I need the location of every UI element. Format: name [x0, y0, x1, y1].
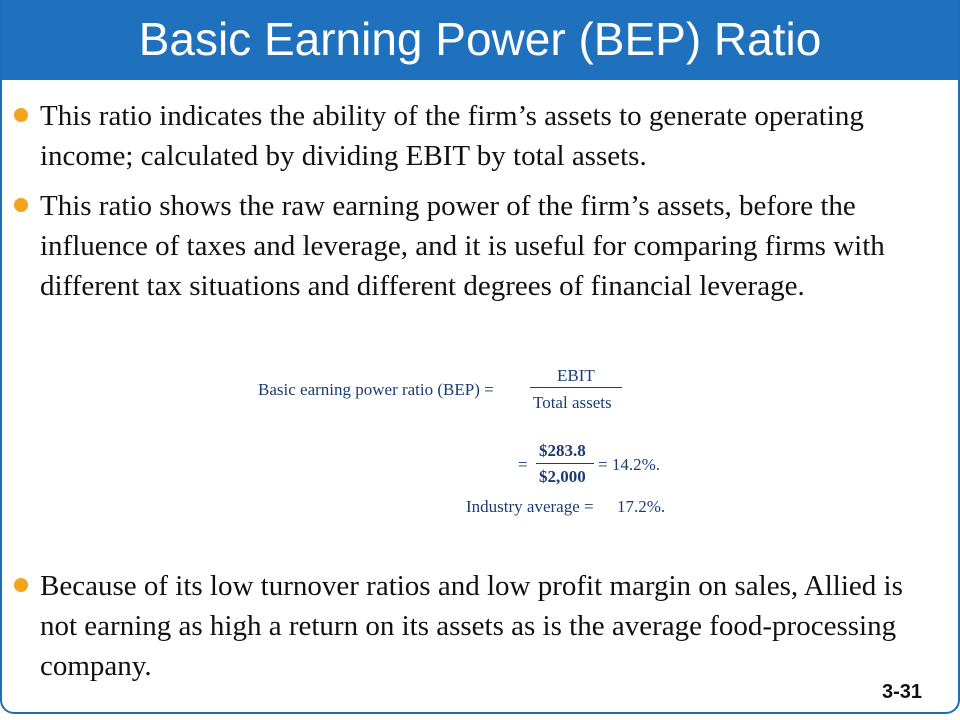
bullet-point-3: Because of its low turnover ratios and l…: [14, 566, 940, 686]
formula-numerator: EBIT: [557, 366, 595, 385]
title-bar: Basic Earning Power (BEP) Ratio: [0, 0, 960, 80]
bullet-dot-icon: [14, 198, 28, 212]
bullet-text-2: This ratio shows the raw earning power o…: [40, 190, 885, 302]
formula-denominator: Total assets: [533, 393, 612, 412]
bullet-dot-icon: [14, 108, 28, 122]
total-assets-value: $2,000: [539, 467, 586, 486]
slide-title: Basic Earning Power (BEP) Ratio: [138, 13, 822, 65]
bullet-point-2: This ratio shows the raw earning power o…: [14, 186, 940, 306]
bullet-text-1: This ratio indicates the ability of the …: [40, 100, 864, 172]
slide-number: 3-31: [881, 681, 922, 703]
bep-result: = 14.2%.: [598, 455, 660, 474]
industry-average-value: 17.2%.: [617, 497, 666, 516]
bullet-text-3: Because of its low turnover ratios and l…: [40, 570, 903, 682]
formula-equals: =: [518, 455, 528, 474]
fraction-line: [530, 387, 622, 388]
bullet-point-1: This ratio indicates the ability of the …: [14, 96, 940, 176]
formula-lhs: Basic earning power ratio (BEP) =: [258, 380, 494, 399]
fraction-line: [536, 463, 594, 464]
bullet-dot-icon: [14, 578, 28, 592]
industry-average-label: Industry average =: [466, 497, 594, 516]
ebit-value: $283.8: [539, 441, 586, 460]
